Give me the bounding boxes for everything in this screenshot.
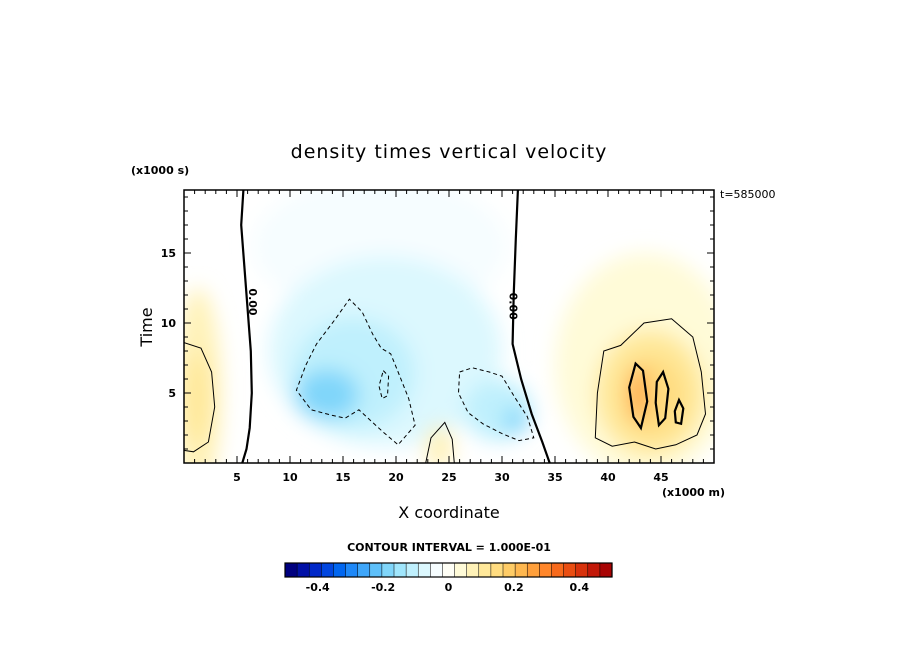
chart-title: density times vertical velocity <box>291 141 608 163</box>
positive-contour-bottom-bump <box>425 421 455 463</box>
contour-lines <box>184 190 707 463</box>
colorbar-swatch <box>599 562 613 578</box>
colorbar-swatch <box>514 562 528 578</box>
colorbar-swatch <box>333 562 347 578</box>
colorbar-swatch <box>502 562 516 578</box>
strong-contour-cell-1 <box>628 361 649 431</box>
x-tick-label: 20 <box>388 471 404 484</box>
shaded-field <box>184 190 714 463</box>
region-right-warm-core <box>630 366 648 423</box>
colorbar-swatch <box>587 562 601 578</box>
plot-area <box>184 190 714 463</box>
positive-contour-left-edge <box>184 342 216 453</box>
colorbar-tick-label: -0.4 <box>306 581 330 594</box>
colorbar-swatch <box>563 562 577 578</box>
colorbar-swatch <box>526 562 540 578</box>
negative-contour-dashed-main <box>295 298 416 446</box>
colorbar-swatch <box>478 562 492 578</box>
x-tick-label: 15 <box>335 471 350 484</box>
time-stamp: t=585000 <box>720 188 776 201</box>
axis-ticks: 5 10 15 20 25 30 35 40 45 5 10 15 <box>161 190 714 484</box>
contour-interval-label: CONTOUR INTERVAL = 1.000E-01 <box>347 541 551 554</box>
x-tick-label: 10 <box>282 471 298 484</box>
zero-contour-middle <box>511 190 551 463</box>
x-tick-label: 25 <box>441 471 456 484</box>
colorbar-swatch <box>551 562 565 578</box>
negative-contour-dashed-small <box>378 369 390 400</box>
x-tick-label: 40 <box>600 471 616 484</box>
x-axis-label: X coordinate <box>398 503 499 522</box>
colorbar-swatch <box>454 562 468 578</box>
y-tick-label: 10 <box>161 317 177 330</box>
colorbar-swatch <box>575 562 589 578</box>
colorbar-tick-label: 0.2 <box>504 581 524 594</box>
colorbar-swatch <box>430 562 443 578</box>
region-main-cold-core <box>295 369 359 420</box>
y-units-label: (x1000 s) <box>131 164 189 177</box>
y-tick-label: 15 <box>161 247 176 260</box>
region-left-warm-core <box>184 352 211 445</box>
colorbar-swatch <box>539 562 552 578</box>
colorbar-swatch <box>345 562 359 578</box>
x-tick-label: 35 <box>547 471 562 484</box>
zero-contour-labels: 0.00 0.00 <box>246 288 520 320</box>
positive-contour-right-thin <box>594 318 707 450</box>
colorbar-swatch <box>321 562 334 578</box>
colorbar-tick-label: 0.4 <box>570 581 590 594</box>
zero-contour-label: 0.00 <box>507 293 520 320</box>
colorbar-swatch <box>490 562 504 578</box>
x-tick-label: 5 <box>233 471 241 484</box>
colorbar-swatch <box>466 562 480 578</box>
colorbar-swatch <box>442 562 456 578</box>
region-bottom-warm <box>425 425 454 463</box>
x-tick-label: 45 <box>653 471 668 484</box>
colorbar-swatch <box>284 562 298 578</box>
colorbar-swatch <box>381 562 395 578</box>
colorbar-swatch <box>417 562 431 578</box>
strong-contour-cell-2 <box>654 369 670 428</box>
x-tick-label: 30 <box>494 471 510 484</box>
colorbar-tick-label: -0.2 <box>371 581 395 594</box>
colorbar-frame <box>284 562 613 578</box>
strong-contour-cell-3 <box>673 397 685 426</box>
colorbar: -0.4 -0.2 0 0.2 0.4 <box>284 562 613 594</box>
y-tick-label: 5 <box>168 387 176 400</box>
colorbar-tick-label: 0 <box>445 581 453 594</box>
colorbar-swatch <box>369 562 383 578</box>
region-right-cold-core <box>504 408 528 434</box>
colorbar-swatch <box>296 562 310 578</box>
colorbar-swatch <box>405 562 419 578</box>
colorbar-swatch <box>393 562 407 578</box>
colorbar-swatch <box>308 562 322 578</box>
colorbar-swatch <box>357 562 371 578</box>
y-axis-label: Time <box>137 307 156 347</box>
negative-contour-dashed-right <box>457 367 535 442</box>
zero-contour-left <box>240 190 253 463</box>
zero-contour-label: 0.00 <box>246 288 259 315</box>
x-units-label: (x1000 m) <box>662 486 725 499</box>
